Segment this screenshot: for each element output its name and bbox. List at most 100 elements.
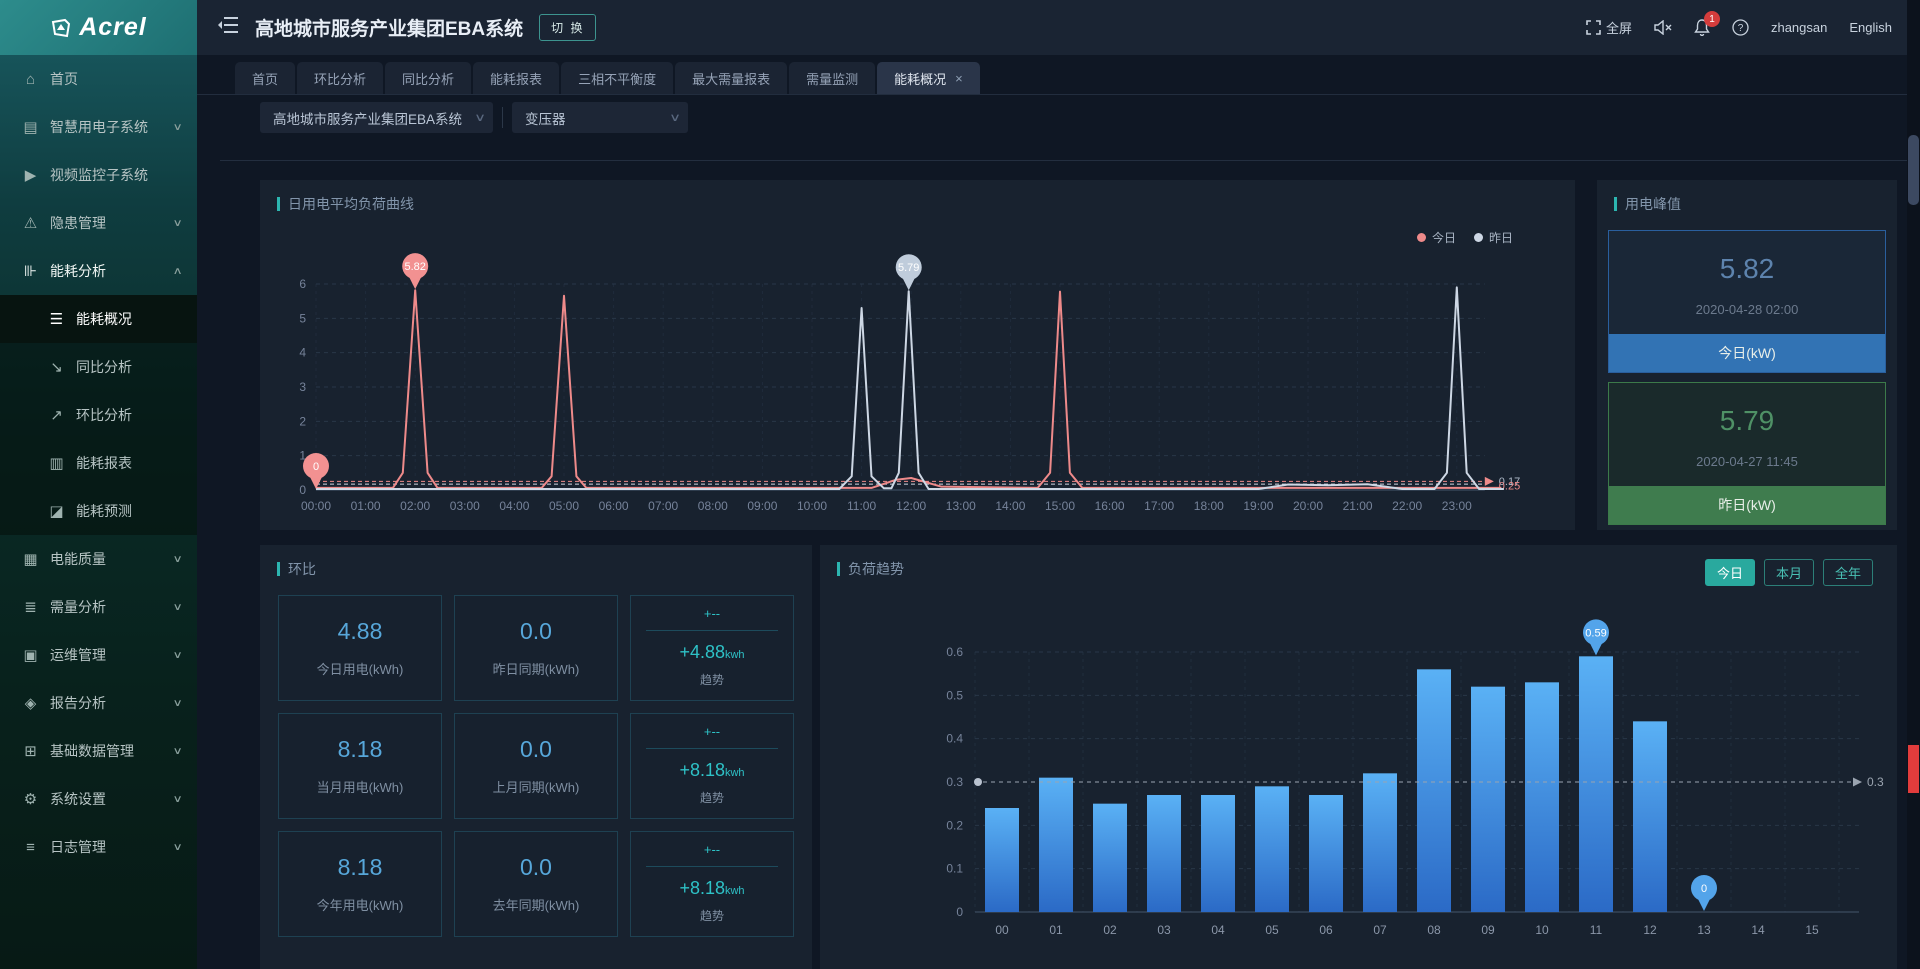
tab-能耗报表[interactable]: 能耗报表 — [473, 62, 560, 94]
sidebar-item-运维管理[interactable]: ▣ 运维管理 ∨ — [0, 631, 197, 679]
svg-text:6: 6 — [299, 277, 306, 291]
svg-text:5: 5 — [299, 311, 306, 325]
sidebar-item-视频监控子系统[interactable]: ▶ 视频监控子系统 — [0, 151, 197, 199]
ring-card-当月用电(kWh): 8.18 当月用电(kWh) — [278, 713, 442, 819]
svg-text:0: 0 — [313, 461, 319, 473]
trend-indicator: +-- — [703, 724, 721, 739]
peak-label-yesterday: 昨日(kW) — [1609, 486, 1885, 524]
mute-button[interactable] — [1654, 20, 1672, 35]
sidebar-item-基础数据管理[interactable]: ⊞ 基础数据管理 ∨ — [0, 727, 197, 775]
legend-item-今日[interactable]: 今日 — [1416, 229, 1456, 246]
log-management-icon: ≡ — [26, 838, 35, 856]
sidebar-item-需量分析[interactable]: ≣ 需量分析 ∨ — [0, 583, 197, 631]
energy-report-icon: ▥ — [49, 455, 64, 472]
tab-三相不平衡度[interactable]: 三相不平衡度 — [561, 62, 674, 94]
svg-text:13:00: 13:00 — [946, 499, 976, 513]
svg-text:06:00: 06:00 — [599, 499, 629, 513]
ring-card-今日用电(kWh): 4.88 今日用电(kWh) — [278, 595, 442, 701]
sidebar-item-首页[interactable]: ⌂ 首页 — [0, 55, 197, 103]
svg-text:12:00: 12:00 — [896, 499, 926, 513]
peak-label-today: 今日(kW) — [1609, 334, 1885, 372]
sidebar-item-label: 需量分析 — [50, 599, 106, 615]
svg-text:0.17: 0.17 — [1499, 476, 1520, 488]
panel-daily-load-curve: 日用电平均负荷曲线 今日 昨日 0 1 2 3 4 5 6 00:00 01:00 02:00 03:… — [260, 180, 1575, 530]
svg-text:11: 11 — [1590, 923, 1603, 937]
tab-需量监测[interactable]: 需量监测 — [789, 62, 876, 94]
sidebar-item-电能质量[interactable]: ▦ 电能质量 ∨ — [0, 535, 197, 583]
sidebar-item-系统设置[interactable]: ⚙ 系统设置 ∨ — [0, 775, 197, 823]
chevron-down-icon: ∨ — [172, 841, 183, 853]
fullscreen-button[interactable]: 全屏 — [1586, 18, 1632, 37]
svg-text:0.2: 0.2 — [946, 818, 963, 832]
svg-text:05: 05 — [1265, 923, 1279, 937]
legend-dot-icon — [1473, 233, 1483, 242]
svg-text:5.79: 5.79 — [898, 262, 919, 274]
ring-card-value: 0.0 — [520, 618, 552, 644]
sidebar-item-同比分析[interactable]: ↘ 同比分析 — [0, 343, 197, 391]
sidebar-item-能耗概况[interactable]: ☰ 能耗概况 — [0, 295, 197, 343]
sidebar-item-报告分析[interactable]: ◈ 报告分析 ∨ — [0, 679, 197, 727]
trend-value: +8.18kwh — [679, 878, 745, 898]
ring-card-trend-1: +-- +4.88kwh 趋势 — [630, 595, 794, 701]
sidebar-item-智慧用电子系统[interactable]: ▤ 智慧用电子系统 ∨ — [0, 103, 197, 151]
sidebar-item-能耗分析[interactable]: ⊪ 能耗分析 ∧ — [0, 247, 197, 295]
sidebar-item-label: 能耗预测 — [76, 503, 132, 519]
legend-item-昨日[interactable]: 昨日 — [1473, 229, 1513, 246]
svg-text:05:00: 05:00 — [549, 499, 579, 513]
sidebar-item-label: 系统设置 — [50, 791, 106, 807]
help-button[interactable]: ? — [1732, 19, 1749, 36]
peak-value-yesterday: 5.79 — [1719, 405, 1775, 436]
trend-value: +4.88kwh — [679, 642, 745, 662]
energy-forecast-icon: ◪ — [49, 503, 64, 520]
app-header: Acrel 高地城市服务产业集团EBA系统 切 换 全屏 — [0, 0, 1920, 55]
sidebar-item-label: 能耗报表 — [76, 455, 132, 471]
username[interactable]: zhangsan — [1770, 20, 1828, 35]
filter-divider — [502, 107, 503, 128]
ops-management-icon: ▣ — [23, 647, 38, 664]
sidebar-item-隐患管理[interactable]: ⚠ 隐患管理 ∨ — [0, 199, 197, 247]
language-switch[interactable]: English — [1849, 20, 1892, 35]
sidebar-item-环比分析[interactable]: ↗ 环比分析 — [0, 391, 197, 439]
content-divider — [220, 160, 1920, 161]
device-select[interactable]: 变压器 ∨ — [512, 102, 688, 133]
sidebar-item-日志管理[interactable]: ≡ 日志管理 ∨ — [0, 823, 197, 871]
peak-value-today: 5.82 — [1719, 253, 1775, 284]
svg-text:0.3: 0.3 — [946, 775, 963, 789]
range-button-今日[interactable]: 今日 — [1704, 559, 1755, 586]
svg-text:0.3: 0.3 — [1867, 775, 1884, 789]
title-accent-bar — [837, 562, 840, 576]
scrollbar-track — [1907, 0, 1920, 969]
svg-text:0.5: 0.5 — [946, 688, 963, 702]
notifications-button[interactable]: 1 — [1694, 11, 1720, 36]
tab-能耗概况[interactable]: 能耗概况 × — [877, 62, 980, 94]
tab-label: 最大需量报表 — [692, 71, 771, 87]
ring-card-label: 昨日同期(kWh) — [492, 662, 580, 677]
tab-最大需量报表[interactable]: 最大需量报表 — [675, 62, 788, 94]
svg-text:18:00: 18:00 — [1194, 499, 1224, 513]
close-icon[interactable]: × — [955, 70, 963, 86]
range-button-本月[interactable]: 本月 — [1763, 559, 1814, 586]
svg-text:21:00: 21:00 — [1343, 499, 1373, 513]
sidebar-item-能耗预测[interactable]: ◪ 能耗预测 — [0, 487, 197, 535]
tab-首页[interactable]: 首页 — [235, 62, 296, 94]
sidebar-item-能耗报表[interactable]: ▥ 能耗报表 — [0, 439, 197, 487]
system-select[interactable]: 高地城市服务产业集团EBA系统 ∨ — [260, 102, 493, 133]
svg-text:04:00: 04:00 — [499, 499, 529, 513]
svg-text:4: 4 — [299, 346, 306, 360]
collapse-sidebar-icon[interactable] — [217, 16, 239, 39]
svg-text:00: 00 — [995, 923, 1009, 937]
video-monitor-icon: ▶ — [24, 167, 37, 184]
switch-button[interactable]: 切 换 — [539, 14, 597, 41]
svg-text:08:00: 08:00 — [698, 499, 728, 513]
scrollbar-thumb[interactable] — [1908, 135, 1919, 205]
sidebar-item-label: 运维管理 — [50, 647, 106, 663]
tab-环比分析[interactable]: 环比分析 — [297, 62, 384, 94]
speaker-muted-icon — [1654, 20, 1672, 35]
chevron-down-icon: ∨ — [172, 793, 183, 805]
chevron-down-icon: ∨ — [668, 112, 682, 124]
range-button-全年[interactable]: 全年 — [1822, 559, 1873, 586]
scrollbar-alert-marker[interactable] — [1908, 745, 1919, 793]
panel-title: 用电峰值 — [1614, 194, 1681, 214]
main-content: 首页 环比分析 同比分析 能耗报表 三相不平衡度 最大需量报表 需量监测 能耗概况 × 高地城市… — [197, 55, 1920, 969]
tab-同比分析[interactable]: 同比分析 — [385, 62, 472, 94]
